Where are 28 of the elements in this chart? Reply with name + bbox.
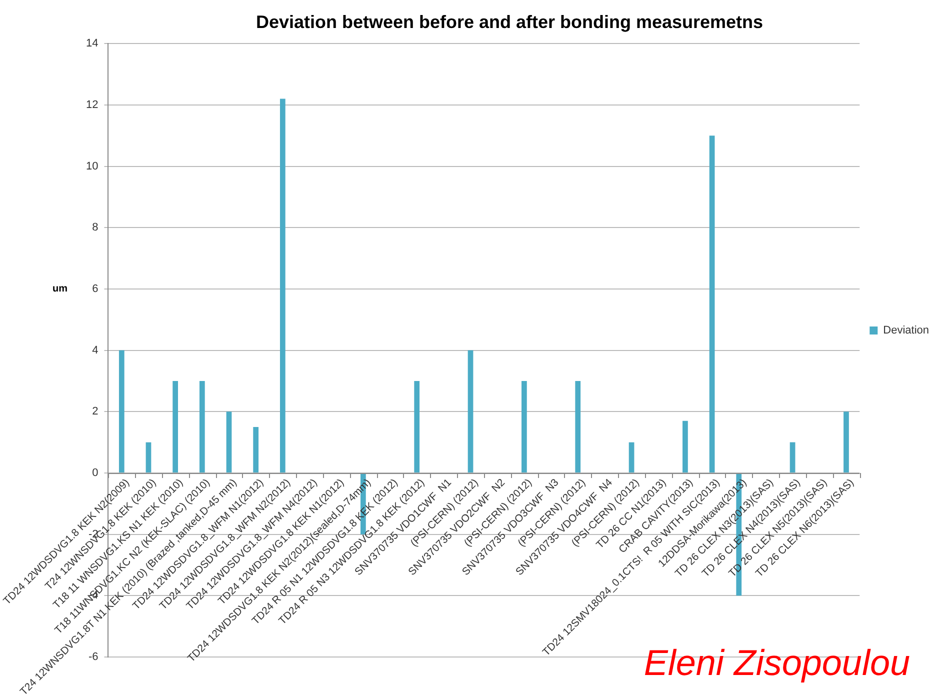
bar xyxy=(709,136,715,472)
bar xyxy=(199,380,205,472)
bar xyxy=(682,420,688,472)
bar xyxy=(172,380,178,472)
bar xyxy=(844,412,849,472)
y-tick-label: 8 xyxy=(92,222,98,234)
bar xyxy=(575,380,581,472)
bar xyxy=(414,380,420,472)
bar xyxy=(522,380,527,472)
bar xyxy=(253,426,259,472)
y-tick-label: 14 xyxy=(86,38,98,50)
bar xyxy=(468,350,474,472)
bar xyxy=(280,98,286,472)
y-axis-title: um xyxy=(52,284,68,295)
y-tick-label: 4 xyxy=(92,344,98,356)
bar xyxy=(790,442,796,472)
legend-label: Deviation xyxy=(883,324,929,337)
y-tick-label: 10 xyxy=(86,160,98,172)
bar xyxy=(146,442,152,472)
bar xyxy=(628,442,634,472)
annotation: Eleni Zisopoulou xyxy=(644,642,910,683)
bar xyxy=(226,412,232,472)
y-tick-label: 6 xyxy=(92,282,98,295)
y-tick-label: 12 xyxy=(86,98,98,111)
y-tick-label: 2 xyxy=(92,406,98,418)
bar xyxy=(118,350,124,472)
chart-title: Deviation between before and after bonding measuremetns xyxy=(256,12,764,32)
y-tick-label: 0 xyxy=(92,467,98,480)
